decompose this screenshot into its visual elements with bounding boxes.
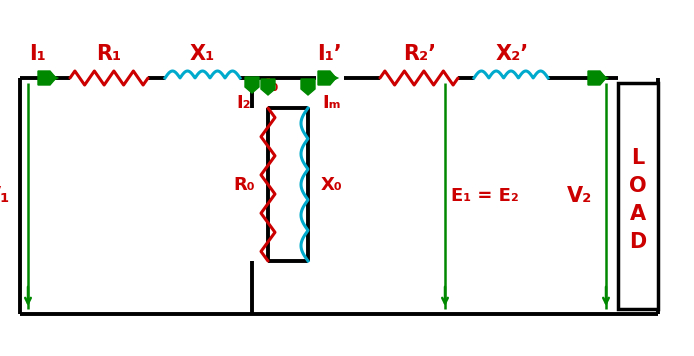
FancyArrow shape bbox=[318, 71, 336, 85]
FancyArrow shape bbox=[301, 79, 315, 95]
Text: X₂’: X₂’ bbox=[496, 44, 529, 64]
Text: L: L bbox=[632, 148, 645, 168]
Text: I₁: I₁ bbox=[30, 44, 46, 64]
FancyArrow shape bbox=[38, 71, 56, 85]
Text: O: O bbox=[629, 176, 647, 196]
Text: V₂: V₂ bbox=[567, 186, 592, 206]
Text: X₁: X₁ bbox=[189, 44, 214, 64]
Text: E₁ = E₂: E₁ = E₂ bbox=[451, 187, 519, 205]
Text: R₁: R₁ bbox=[96, 44, 121, 64]
Text: A: A bbox=[630, 204, 646, 224]
Text: D: D bbox=[629, 232, 647, 252]
FancyArrow shape bbox=[588, 71, 606, 85]
FancyBboxPatch shape bbox=[618, 83, 658, 309]
Text: I₂: I₂ bbox=[237, 94, 251, 112]
FancyArrow shape bbox=[261, 79, 275, 95]
Text: I₁’: I₁’ bbox=[318, 44, 342, 64]
Text: V₁: V₁ bbox=[0, 186, 10, 206]
Text: Iₘ: Iₘ bbox=[323, 94, 341, 112]
Text: X₀: X₀ bbox=[321, 176, 343, 194]
Text: I₀: I₀ bbox=[264, 77, 279, 95]
Text: R₀: R₀ bbox=[233, 176, 255, 194]
FancyArrow shape bbox=[245, 77, 259, 93]
Text: R₂’: R₂’ bbox=[403, 44, 437, 64]
